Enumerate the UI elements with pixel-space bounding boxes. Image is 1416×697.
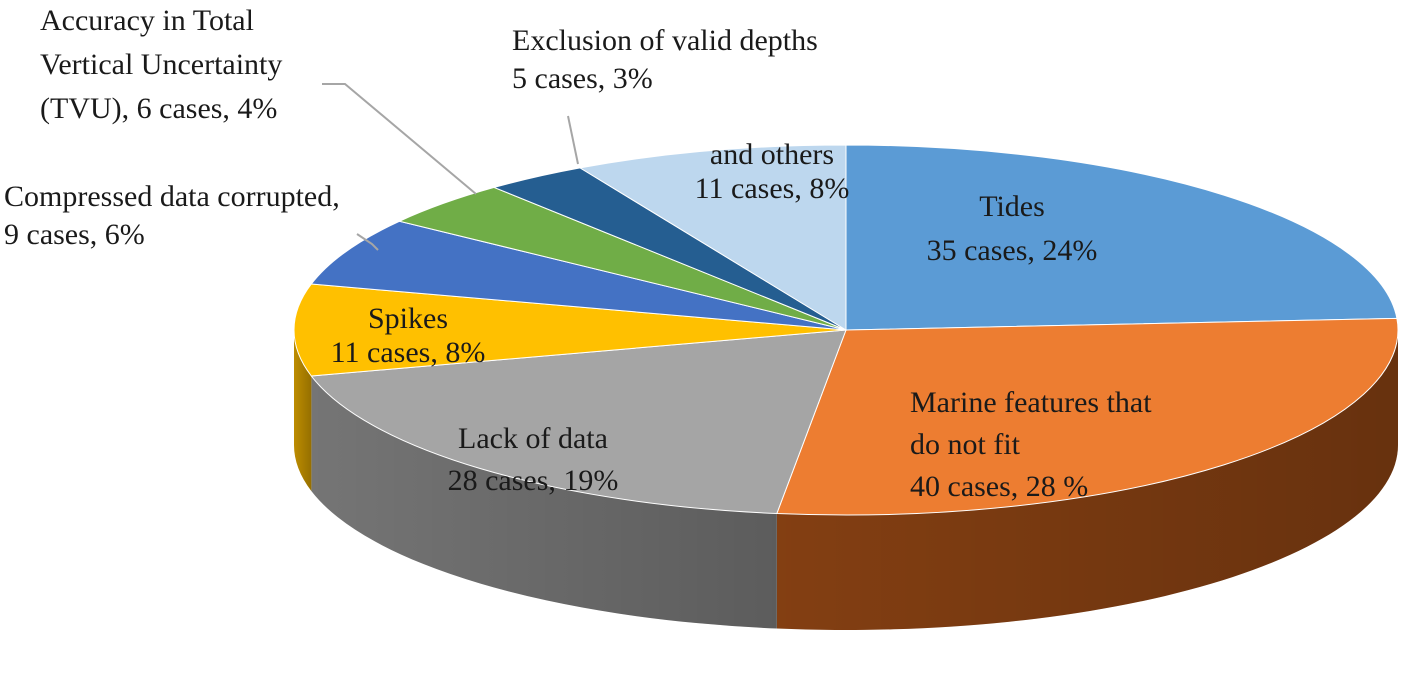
- label-marine-line: 40 cases, 28 %: [910, 470, 1088, 503]
- label-lack-line: Lack of data: [458, 422, 608, 455]
- slice-lack: [310, 329, 847, 515]
- label-marine: Marine features that do not fit 40 cases, …: [910, 386, 1152, 503]
- label-spikes-line: Spikes: [368, 302, 448, 335]
- label-lack: Lack of data 28 cases, 19%: [448, 422, 619, 497]
- side-shade-lack: [311, 376, 777, 629]
- leader-lines: [322, 83, 579, 251]
- label-marine-line: Marine features that: [910, 386, 1152, 419]
- label-compressed: Compressed data corrupted, 9 cases, 6%: [4, 180, 340, 251]
- label-compressed-line: 9 cases, 6%: [4, 218, 145, 251]
- side-shade-marine: [776, 330, 1398, 630]
- label-spikes: Spikes 11 cases, 8%: [331, 302, 486, 369]
- label-tides-line: 35 cases, 24%: [927, 234, 1098, 267]
- leader-line-compressed: [356, 233, 379, 251]
- leader-line-tvu: [322, 83, 477, 195]
- label-others-line: and others: [710, 138, 834, 171]
- label-others-line: 11 cases, 8%: [695, 172, 850, 205]
- label-tvu-line: Vertical Uncertainty: [40, 48, 282, 81]
- label-tides: Tides 35 cases, 24%: [927, 190, 1098, 267]
- leader-line-exclusion: [567, 115, 579, 165]
- slice-others: [578, 144, 847, 331]
- label-spikes-line: 11 cases, 8%: [331, 336, 486, 369]
- label-compressed-line: Compressed data corrupted,: [4, 180, 340, 213]
- slice-compressed: [310, 220, 847, 331]
- label-tvu-line: Accuracy in Total: [40, 4, 254, 37]
- label-lack-line: 28 cases, 19%: [448, 464, 619, 497]
- slice-spikes: [293, 283, 847, 377]
- pie-side-walls: [294, 330, 1398, 630]
- slice-labels: Tides 35 cases, 24% Marine features that do…: [4, 4, 1152, 503]
- slice-marine: [776, 317, 1399, 516]
- label-tvu-line: (TVU), 6 cases, 4%: [40, 92, 277, 125]
- label-tides-line: Tides: [979, 190, 1045, 223]
- label-tvu: Accuracy in Total Vertical Uncertainty (TV…: [40, 4, 282, 125]
- pie-top-faces: [293, 144, 1399, 516]
- label-exclusion-line: Exclusion of valid depths: [512, 24, 818, 57]
- label-exclusion-line: 5 cases, 3%: [512, 62, 653, 95]
- label-marine-line: do not fit: [910, 428, 1021, 461]
- label-exclusion: Exclusion of valid depths 5 cases, 3%: [512, 24, 818, 95]
- label-others: and others 11 cases, 8%: [695, 138, 850, 205]
- slice-tides: [845, 144, 1398, 331]
